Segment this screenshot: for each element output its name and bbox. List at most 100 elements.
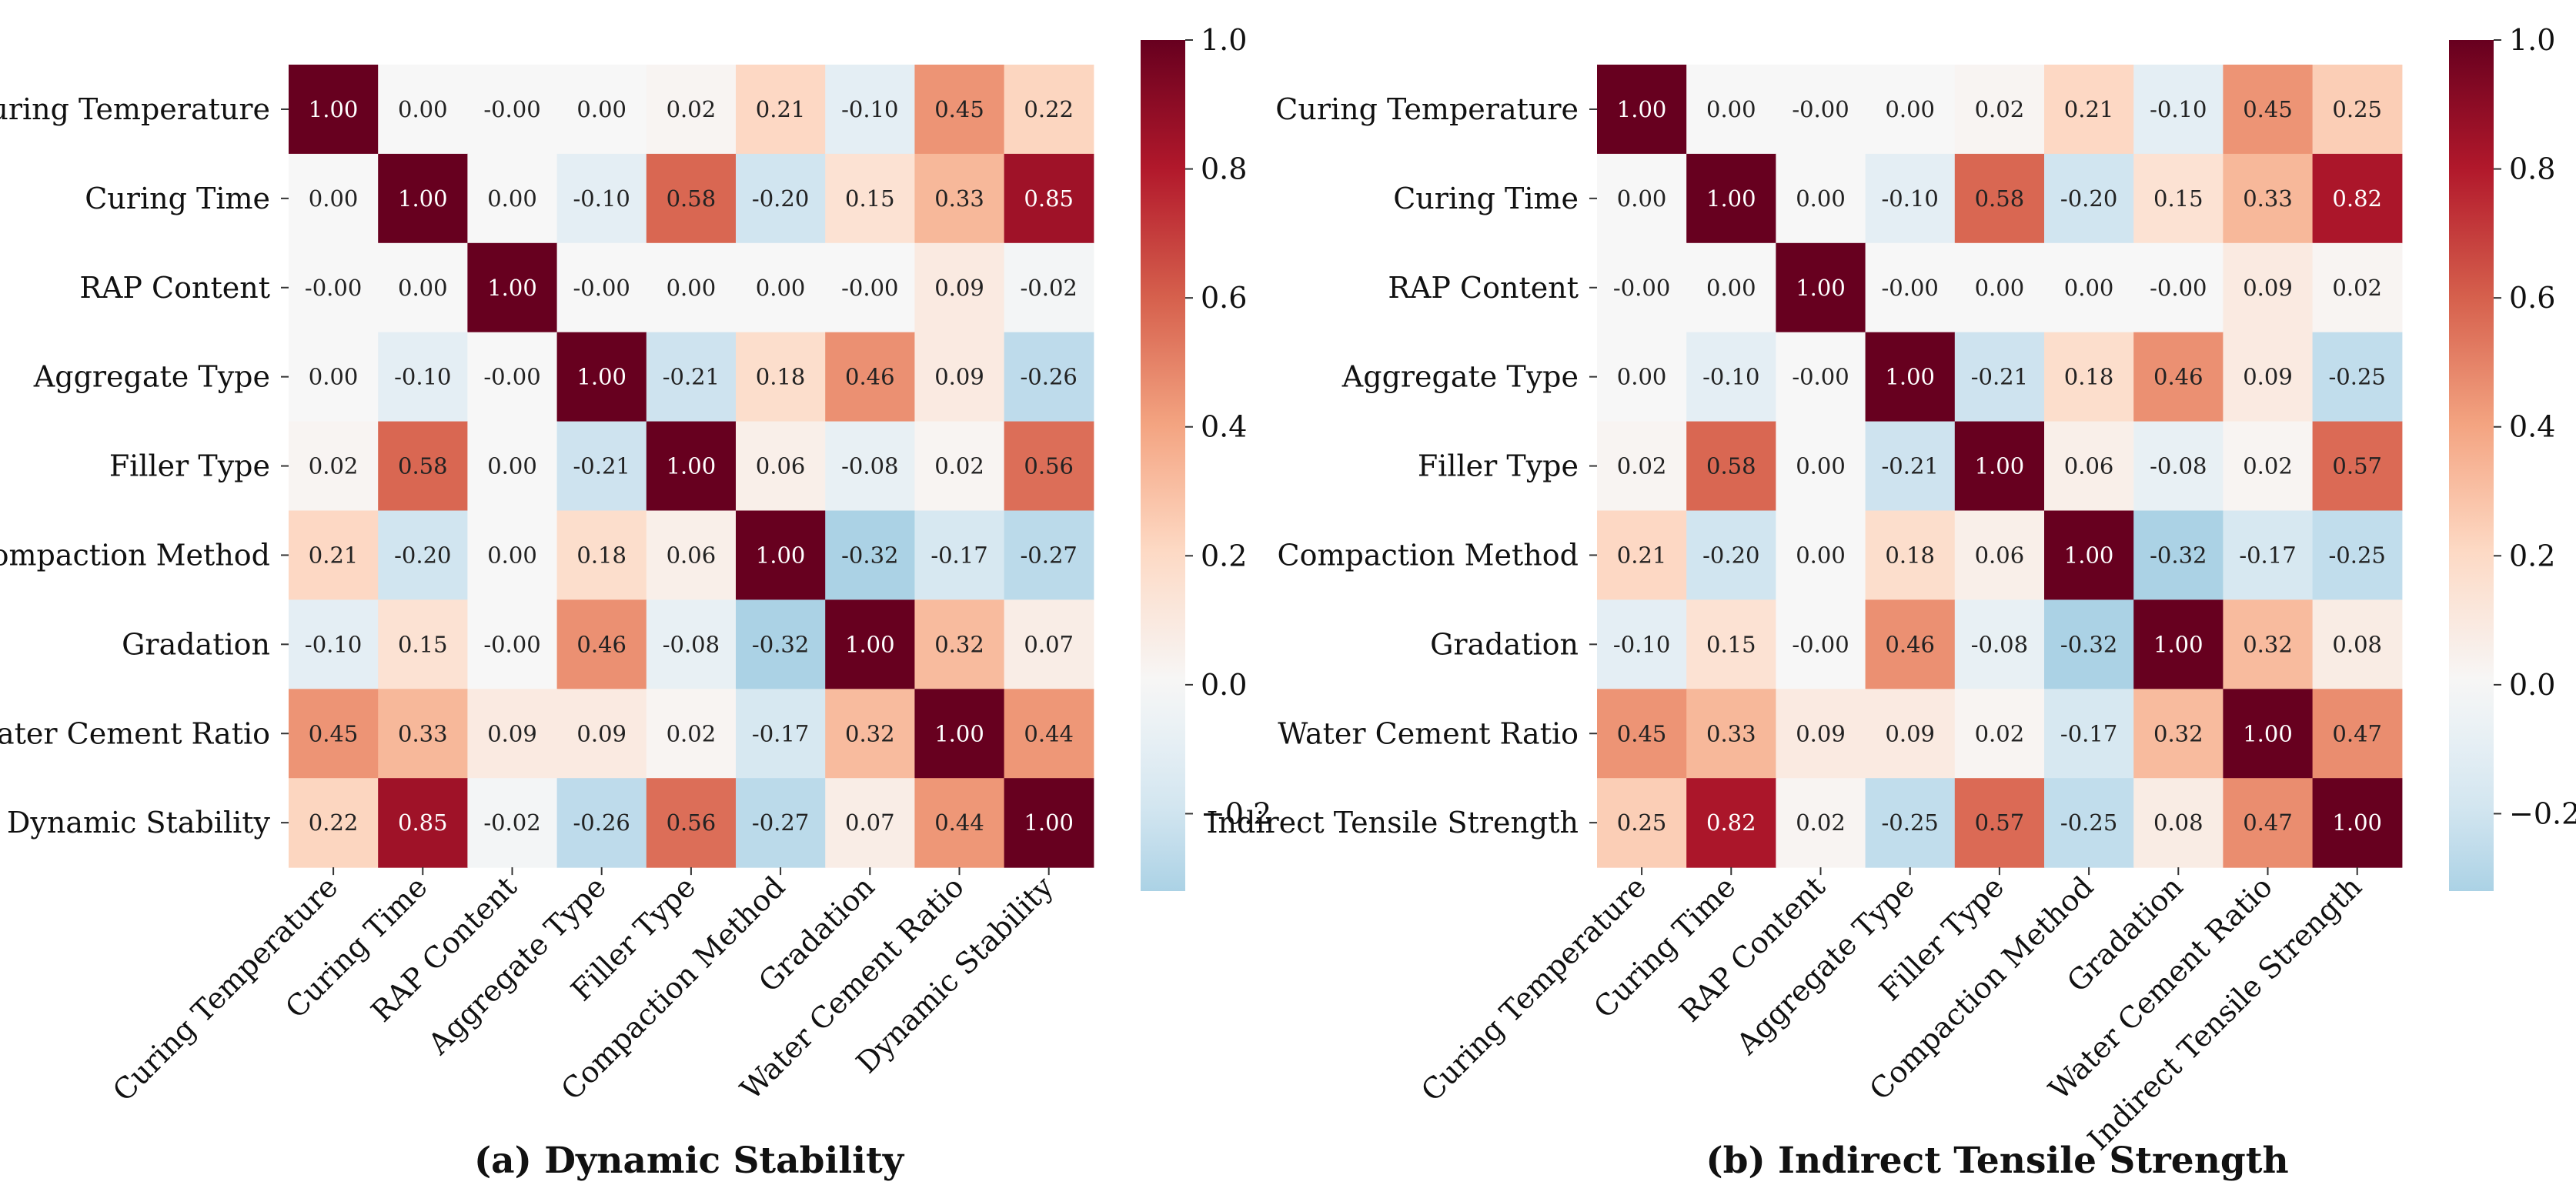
heatmap-cell [378,332,468,422]
heatmap-cell-value: -0.25 [2329,364,2386,390]
heatmap-cell-value: 0.21 [2064,96,2114,122]
heatmap-cell-value: 1.00 [1885,364,1935,390]
heatmap-cell-value: -0.21 [1882,453,1939,479]
heatmap-cell [1954,332,2045,422]
colorbar-tick-label: −0.2 [2509,796,2576,830]
heatmap-cell [736,153,826,244]
heatmap-cell-value: 1.00 [845,631,895,657]
heatmap-cell-value: 0.58 [1975,185,2025,212]
heatmap-cell-value: 0.15 [1706,631,1756,657]
heatmap-cell-value: 0.00 [2064,275,2114,301]
heatmap-cell-value: -0.32 [2150,542,2207,568]
heatmap-cell [1004,242,1094,333]
heatmap-cell [289,65,379,155]
heatmap-cell-value: 0.46 [2153,364,2203,390]
heatmap-cell [289,332,379,422]
heatmap-cell-value: 0.02 [309,453,359,479]
heatmap-cell-value: 0.57 [2332,453,2382,479]
heatmap-cell-value: 0.57 [1975,809,2025,836]
heatmap-cell [2044,778,2134,868]
heatmap-cell-value: 0.56 [1024,453,1074,479]
heatmap-cell-value: 0.45 [2243,96,2293,122]
heatmap-cell [1865,510,1956,600]
heatmap-cell-value: -0.00 [483,96,540,122]
heatmap-cell-value: -0.21 [573,453,630,479]
heatmap-cell-value: 0.00 [487,185,537,212]
heatmap-cell-value: 0.44 [934,809,984,836]
heatmap-cell [1004,65,1094,155]
heatmap-cell [1597,689,1687,779]
heatmap-cell-value: -0.25 [2329,542,2386,568]
heatmap-cell-value: -0.20 [1702,542,1759,568]
heatmap-cell [467,421,558,512]
heatmap-cell [2044,153,2134,244]
y-tick-label: Curing Temperature [0,92,270,126]
heatmap-cell-value: 0.58 [398,453,448,479]
heatmap-cell-value: -0.10 [305,631,362,657]
heatmap-cell-value: -0.00 [483,364,540,390]
heatmap-cell-value: 0.15 [845,185,895,212]
heatmap-cell-value: -0.00 [841,275,898,301]
heatmap-cell-value: -0.10 [1613,631,1670,657]
heatmap-cell-value: 0.15 [398,631,448,657]
heatmap-cell-value: 0.06 [667,542,717,568]
heatmap-cell [2133,153,2224,244]
heatmap-cell [914,65,1005,155]
heatmap-cell-value: -0.25 [2060,809,2117,836]
colorbar-tick-label: 0.8 [1201,152,1247,186]
colorbar-tick-label: 0.4 [2509,410,2555,444]
heatmap-cell [2133,778,2224,868]
heatmap-cell [467,778,558,868]
heatmap-cell-value: 1.00 [1796,275,1846,301]
heatmap-cell [378,510,468,600]
heatmap-cell-value: -0.10 [573,185,630,212]
heatmap-cell-value: -0.17 [2239,542,2296,568]
heatmap-b-y-axis: Curing Temperature Curing Time RAP Content… [1207,92,1597,840]
heatmap-cell [1954,689,2045,779]
colorbar-tick-label: 0.4 [1201,410,1247,444]
heatmap-cell-value: 0.21 [1617,542,1667,568]
heatmap-cell [289,153,379,244]
heatmap-cell-value: 0.85 [398,809,448,836]
heatmap-cell-value: -0.00 [1792,364,1849,390]
heatmap-cell-value: 0.00 [487,542,537,568]
heatmap-cell [1004,332,1094,422]
heatmap-cell-value: 0.47 [2243,809,2293,836]
heatmap-cell [467,689,558,779]
heatmap-cell-value: -0.32 [2060,631,2117,657]
heatmap-cell [1776,65,1866,155]
y-tick-label: Indirect Tensile Strength [1207,806,1579,840]
heatmap-cell-value: -0.08 [1971,631,2028,657]
heatmap-cell [556,421,647,512]
heatmap-cell-value: 1.00 [1975,453,2025,479]
heatmap-cell [2312,65,2403,155]
heatmap-cell-value: 1.00 [2332,809,2382,836]
heatmap-cell [1954,242,2045,333]
heatmap-cell-value: -0.00 [1882,275,1939,301]
colorbar-tick-label: 0.6 [2509,281,2555,315]
heatmap-cell [2133,65,2224,155]
heatmap-cell [2223,510,2314,600]
heatmap-cell [736,510,826,600]
heatmap-cell [825,421,915,512]
colorbar-tick-label: 0.2 [1201,539,1247,572]
heatmap-cell-value: 0.18 [576,542,626,568]
heatmap-cell-value: 0.02 [1796,809,1846,836]
heatmap-cell-value: 0.00 [309,364,359,390]
heatmap-cell [1776,689,1866,779]
heatmap-a-title: (a) Dynamic Stability [474,1140,905,1182]
heatmap-cell [1954,510,2045,600]
heatmap-cell-value: 0.09 [576,720,626,746]
heatmap-cell [1686,689,1776,779]
heatmap-cell [646,689,737,779]
heatmap-cell-value: 1.00 [1706,185,1756,212]
heatmap-cell [914,689,1005,779]
heatmap-cell-value: 0.44 [1024,720,1074,746]
heatmap-cell-value: 1.00 [2243,720,2293,746]
colorbar-tick-label: 0.0 [1201,668,1247,702]
heatmap-cell [825,599,915,689]
heatmap-cell [378,689,468,779]
heatmap-cell-value: 0.58 [667,185,717,212]
heatmap-cell-value: -0.32 [841,542,898,568]
